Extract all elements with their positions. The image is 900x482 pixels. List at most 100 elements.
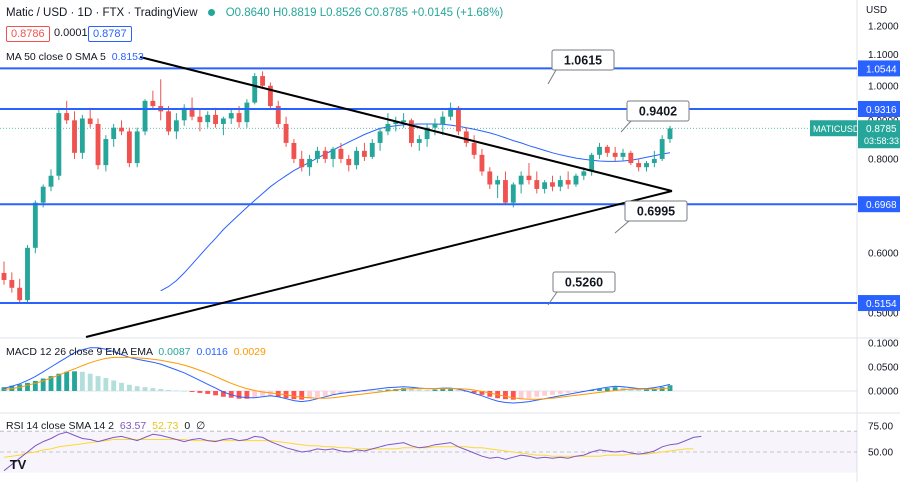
candle-body [510,184,516,203]
macd-histogram-bar [550,391,555,395]
annotation-label: 0.5260 [565,276,603,290]
tradingview-logo-icon[interactable]: TV [9,457,27,472]
candle-body [542,182,548,189]
candle-body [299,158,305,168]
macd-histogram-bar [181,391,187,392]
candle-body [111,127,117,140]
macd-histogram-bar [534,391,540,397]
macd-histogram-bar [440,389,446,391]
candle-body [589,154,595,172]
candle-body [134,131,140,164]
macd-histogram-bar [236,391,242,399]
candle-body [385,123,391,132]
candle-body [236,113,242,123]
macd-histogram-bar [1,387,7,391]
macd-histogram-bar [604,388,610,391]
macd-histogram-bar [542,391,548,396]
candle-body [17,287,23,301]
candle-body [573,175,579,185]
macd-histogram-bar [456,390,461,391]
macd-legend-signal: 0.0029 [233,346,266,358]
macd-histogram-bar [557,391,563,394]
symbol-tag [810,120,857,137]
candle-body [432,123,438,128]
candle-body [612,152,618,157]
macd-tick-label: 0.0000 [868,387,899,398]
candle-body [346,158,352,166]
macd-histogram-bar [518,391,524,400]
rsi-legend-sma: 52.73 [152,420,179,432]
candle-body [126,131,132,164]
level-axis-tag [858,295,900,312]
candle-body [32,202,38,248]
candle-body [64,113,70,121]
ma50-line [160,123,671,292]
ma-legend[interactable]: MA 50 close 0 SMA 5 0.8153 [6,51,144,63]
level-axis-label: 0.5154 [866,299,897,310]
candle-body [503,180,508,203]
annotation-pointer [547,291,558,306]
candle-body [322,150,328,159]
rsi-legend-label: RSI 14 close SMA 14 2 [6,420,114,432]
candle-body [275,106,281,124]
macd-histogram-bar [361,391,367,392]
chart-header: Matic / USD · 1D · FTX · TradingView O0.… [6,7,503,19]
candle-body [338,148,344,159]
candle-body [150,100,156,107]
candle-body [518,175,524,185]
candle-body [228,113,234,119]
macd-histogram-bar [56,373,62,391]
macd-histogram-bar [510,391,516,400]
candle-body [409,120,414,143]
currency-label[interactable]: USD [866,5,888,16]
price-tick-label: 1.0000 [868,81,899,92]
last-price-tag [858,120,900,149]
candle-body [213,114,218,124]
candle-body [72,120,77,153]
macd-histogram-bar [487,391,493,397]
sell-price-button[interactable]: 0.8786 [6,26,50,42]
annotation-pointer [547,69,557,85]
buy-price-button[interactable]: 0.8787 [88,26,132,42]
rsi-legend[interactable]: RSI 14 close SMA 14 2 63.57 52.73 0 ∅ [6,420,205,432]
high-value: H0.8819 [273,7,317,19]
macd-histogram-bar [612,387,618,391]
candle-body [534,180,540,189]
macd-legend[interactable]: MACD 12 26 close 9 EMA EMA 0.0087 0.0116… [6,346,266,358]
symbol-title[interactable]: Matic / USD · 1D · FTX · TradingView [6,7,198,19]
candle-body [267,85,273,107]
candle-body [95,123,101,166]
macd-histogram-bar [299,391,305,400]
macd-histogram-bar [479,391,485,395]
candle-body [119,127,124,132]
price-tick-label: 1.2000 [868,22,899,33]
candle-body [361,150,367,157]
macd-histogram-bar [409,388,414,391]
macd-histogram-bar [166,390,171,391]
candle-body [48,175,54,187]
candle-body [667,128,673,140]
candle-body [487,171,493,185]
macd-histogram-bar [72,371,77,391]
macd-histogram-bar [111,380,117,391]
candle-body [659,139,665,159]
candle-body [79,118,85,153]
macd-histogram-bar [416,389,422,391]
open-value: O0.8640 [225,7,270,19]
macd-histogram-bar [244,391,250,399]
macd-histogram-bar [119,382,124,391]
candle-body [651,158,657,164]
upper-trendline [139,56,673,192]
candle-body [644,163,649,168]
candle-body [189,107,195,117]
macd-histogram-bar [526,391,532,399]
macd-histogram-bar [338,391,344,394]
rsi-legend-v4: ∅ [196,420,206,432]
candle-body [181,107,187,121]
macd-histogram-bar [103,378,109,391]
macd-histogram-bar [142,387,148,391]
macd-legend-macd: 0.0116 [196,346,228,358]
lower-trendline [85,190,673,338]
macd-histogram-bar [260,391,265,396]
